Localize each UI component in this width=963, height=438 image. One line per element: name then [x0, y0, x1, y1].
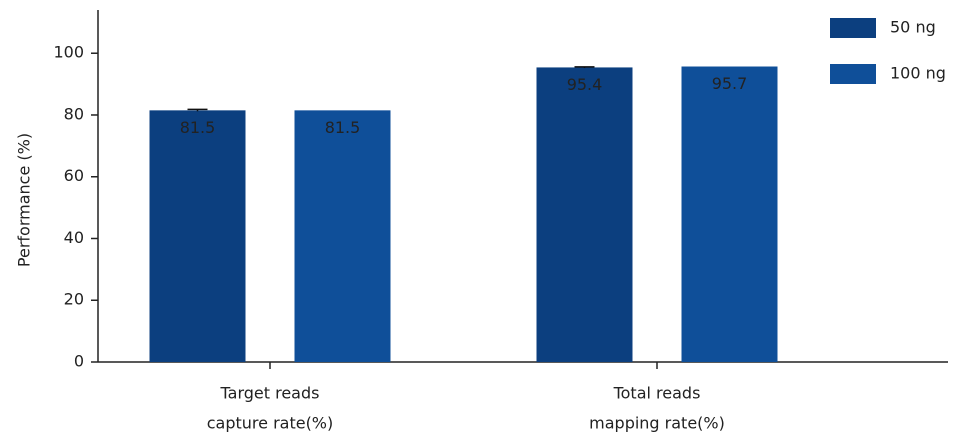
- y-tick-label: 20: [64, 290, 84, 309]
- value-label: 95.7: [712, 74, 748, 93]
- bar: [681, 66, 778, 363]
- value-label: 81.5: [325, 118, 361, 137]
- y-tick-label: 40: [64, 228, 84, 247]
- legend-swatch: [830, 18, 876, 38]
- x-tick-label: Target reads: [220, 384, 320, 403]
- x-tick-label: mapping rate(%): [589, 414, 725, 433]
- bar: [294, 110, 391, 362]
- x-tick-label: Total reads: [613, 384, 701, 403]
- legend-label: 100 ng: [890, 64, 946, 83]
- bar: [149, 110, 246, 362]
- value-label: 81.5: [180, 118, 216, 137]
- y-tick-label: 60: [64, 166, 84, 185]
- error-bar: [187, 108, 208, 112]
- value-label: 95.4: [567, 75, 603, 94]
- y-axis-label: Performance (%): [15, 133, 34, 267]
- x-tick-label: capture rate(%): [207, 414, 334, 433]
- legend-label: 50 ng: [890, 18, 936, 37]
- y-tick-label: 100: [53, 43, 84, 62]
- y-tick-label: 80: [64, 104, 84, 123]
- bar: [536, 67, 633, 362]
- error-bar: [574, 66, 595, 69]
- y-tick-label: 0: [74, 352, 84, 371]
- legend-swatch: [830, 64, 876, 84]
